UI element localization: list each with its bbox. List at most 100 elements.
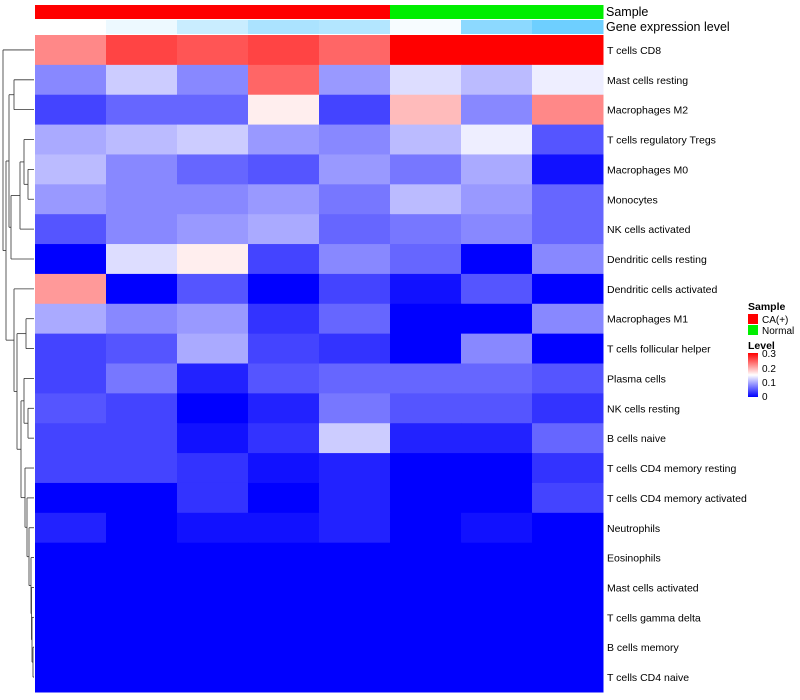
heatmap-cell — [177, 572, 249, 603]
heatmap-cell — [532, 124, 604, 155]
heatmap-cell — [106, 632, 178, 663]
row-label: Macrophages M1 — [607, 314, 688, 326]
annotation-sample-cell — [461, 5, 533, 19]
legend-level-tick: 0.3 — [762, 349, 776, 360]
heatmap-cell — [319, 184, 391, 215]
annotation-sample-cell — [177, 5, 249, 19]
heatmap-cell — [319, 124, 391, 155]
heatmap-cell — [532, 35, 604, 66]
heatmap-cell — [390, 64, 462, 96]
heatmap-cell — [177, 333, 249, 364]
annotation-gene-expression-cell — [106, 20, 178, 34]
row-label: Mast cells resting — [607, 75, 688, 87]
row-label: T cells follicular helper — [607, 344, 711, 356]
heatmap-cell — [177, 64, 249, 96]
heatmap-cell — [390, 94, 462, 126]
heatmap-cell — [248, 662, 320, 693]
heatmap-cell — [532, 542, 604, 574]
heatmap-cell — [177, 662, 249, 693]
heatmap-cell — [461, 333, 533, 364]
heatmap-cell — [106, 244, 178, 275]
annotation-sample-cell — [248, 5, 320, 19]
heatmap-cell — [248, 542, 320, 574]
heatmap-cell — [319, 154, 391, 185]
row-label: T cells regulatory Tregs — [607, 135, 716, 147]
heatmap-cell — [35, 423, 107, 454]
row-label: B cells naive — [607, 433, 666, 445]
heatmap-cell — [177, 363, 249, 394]
heatmap-cell — [319, 273, 391, 305]
heatmap-cell — [390, 632, 462, 663]
heatmap-cell — [319, 303, 391, 335]
heatmap-cell — [248, 333, 320, 364]
heatmap-cell — [319, 632, 391, 663]
heatmap-cell — [177, 244, 249, 275]
heatmap-cell — [390, 572, 462, 603]
heatmap-cell — [461, 124, 533, 155]
heatmap-cell — [248, 512, 320, 544]
heatmap-cell — [248, 214, 320, 245]
heatmap-cell — [35, 363, 107, 394]
row-label: T cells CD8 — [607, 45, 661, 57]
heatmap-cell — [390, 602, 462, 633]
row-label: Dendritic cells activated — [607, 284, 717, 296]
heatmap-cell — [177, 393, 249, 424]
annotation-gene-expression-cell — [248, 20, 320, 34]
heatmap-cell — [532, 244, 604, 275]
heatmap-cell — [390, 363, 462, 394]
legend-label-ca: CA(+) — [762, 315, 788, 326]
row-label: Plasma cells — [607, 373, 666, 385]
heatmap-cell — [461, 154, 533, 185]
heatmap-cell — [248, 453, 320, 484]
annotation-sample-cell — [532, 5, 604, 19]
heatmap-cell — [248, 154, 320, 185]
heatmap-cell — [461, 35, 533, 66]
annotation-label-sample: Sample — [606, 5, 648, 19]
annotation-gene-expression-cell — [319, 20, 391, 34]
heatmap-cell — [532, 602, 604, 633]
heatmap-cell — [177, 124, 249, 155]
row-label: T cells CD4 naive — [607, 672, 689, 684]
heatmap-cell — [248, 632, 320, 663]
heatmap-cell — [35, 602, 107, 633]
heatmap-cell — [35, 214, 107, 245]
heatmap-cell — [248, 393, 320, 424]
annotation-gene-expression-cell — [532, 20, 604, 34]
legend-level-tick: 0 — [762, 392, 768, 403]
legend: Sample CA(+) Normal Level 0.3 0.2 0.1 0 — [748, 301, 794, 403]
heatmap-cell — [461, 273, 533, 305]
heatmap-cell — [532, 363, 604, 394]
row-label: Neutrophils — [607, 523, 660, 535]
heatmap-cell — [532, 214, 604, 245]
heatmap-cell — [532, 64, 604, 96]
heatmap-cell — [106, 333, 178, 364]
heatmap-cell — [319, 363, 391, 394]
heatmap-cell — [177, 542, 249, 574]
heatmap-cell — [177, 214, 249, 245]
heatmap-cell — [319, 453, 391, 484]
heatmap-cell — [319, 423, 391, 454]
heatmap-cell — [319, 572, 391, 603]
heatmap-cell — [532, 572, 604, 603]
legend-label-normal: Normal — [762, 326, 794, 337]
heatmap-cell — [390, 244, 462, 275]
heatmap-cell — [319, 64, 391, 96]
heatmap-cell — [177, 602, 249, 633]
heatmap-cell — [35, 244, 107, 275]
heatmap-cell — [35, 482, 107, 514]
column-annotations: Sample Gene expression level — [35, 5, 730, 34]
heatmap-cell — [35, 453, 107, 484]
legend-swatch-ca — [748, 314, 758, 324]
row-label: Monocytes — [607, 194, 658, 206]
heatmap-cell — [35, 303, 107, 335]
heatmap-cell — [461, 602, 533, 633]
heatmap-cell — [248, 35, 320, 66]
heatmap-cell — [532, 184, 604, 215]
heatmap-cell — [106, 303, 178, 335]
heatmap-cell — [248, 124, 320, 155]
annotation-gene-expression-cell — [461, 20, 533, 34]
row-label: T cells CD4 memory activated — [607, 493, 747, 505]
row-label: NK cells resting — [607, 403, 680, 415]
heatmap-cell — [177, 453, 249, 484]
heatmap-cell — [35, 154, 107, 185]
